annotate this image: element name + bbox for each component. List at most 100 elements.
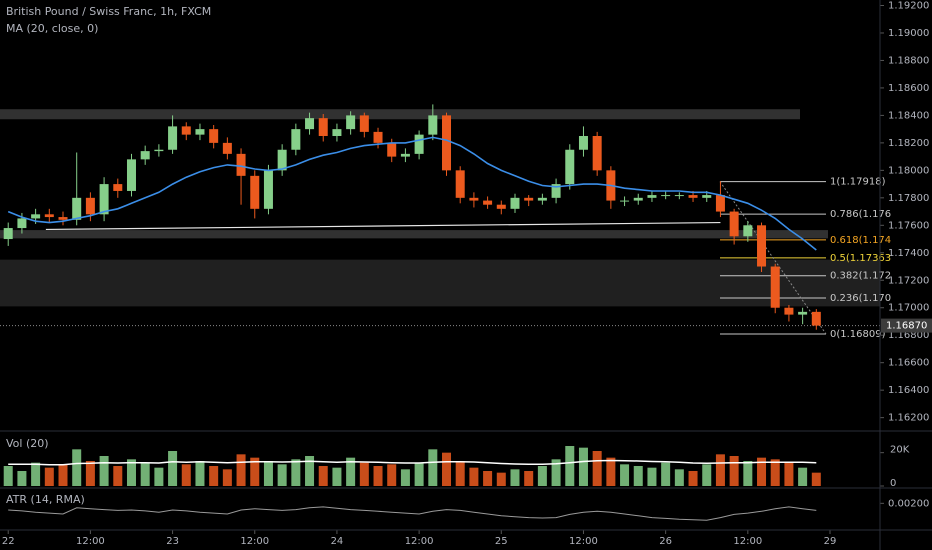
volume-bar: [757, 457, 767, 486]
candle-body: [154, 149, 164, 152]
volume-bar: [373, 466, 383, 486]
candle-body: [126, 159, 136, 191]
y-tick-label: 1.16400: [888, 385, 929, 396]
y-tick-label: 1.18400: [888, 110, 929, 121]
chart-title: British Pound / Swiss Franc, 1h, FXCM: [6, 5, 211, 18]
candle-body: [373, 131, 383, 143]
volume-bar: [702, 464, 712, 486]
candle-body: [414, 134, 424, 154]
volume-bar: [414, 462, 424, 486]
candle-body: [715, 195, 725, 212]
volume-bar: [592, 451, 602, 486]
y-tick-label: 1.18200: [888, 138, 929, 149]
volume-bar: [496, 472, 506, 486]
volume-bar: [798, 467, 808, 486]
volume-bar: [277, 464, 287, 486]
candle-body: [688, 195, 698, 198]
volume-bar: [44, 467, 54, 486]
fib-label: 1(1.17918): [830, 177, 886, 188]
candle-body: [318, 118, 328, 137]
candle-body: [428, 115, 438, 135]
x-tick-label: 25: [495, 536, 508, 547]
fib-label: 0.618(1.174: [830, 235, 891, 246]
x-tick-label: 23: [166, 536, 179, 547]
candle-body: [140, 151, 150, 160]
volume-bar: [113, 466, 123, 486]
volume-bar: [332, 467, 342, 486]
volume-bar: [154, 467, 164, 486]
y-tick-label: 1.18600: [888, 83, 929, 94]
candle-body: [181, 126, 191, 135]
zone: [0, 230, 828, 239]
x-tick-label: 12:00: [76, 536, 105, 547]
candle-body: [702, 195, 712, 198]
volume-ma-line: [8, 459, 817, 466]
volume-bar: [442, 452, 452, 486]
candle-body: [209, 129, 219, 143]
candle-body: [346, 115, 356, 130]
volume-bar: [181, 464, 191, 486]
volume-bar: [140, 462, 150, 486]
volume-bar: [209, 466, 219, 486]
candle-body: [770, 266, 780, 308]
volume-bar: [647, 467, 657, 486]
volume-bar: [3, 466, 13, 486]
candle-body: [565, 149, 575, 185]
fib-label: 0.382(1.172: [830, 271, 891, 282]
volume-bar: [85, 461, 95, 486]
volume-bar: [620, 464, 630, 486]
candle-body: [85, 197, 95, 215]
volume-bar: [510, 469, 520, 486]
candle-body: [811, 311, 821, 326]
trendline: [45, 221, 721, 231]
volume-bar: [346, 457, 356, 486]
y-tick-label: 1.19200: [888, 0, 929, 11]
candle-body: [359, 115, 369, 132]
candle-body: [455, 170, 465, 198]
candle-body: [620, 200, 630, 202]
fib-diagonal: [719, 181, 827, 335]
candle-body: [757, 225, 767, 267]
volume-bar: [811, 472, 821, 486]
volume-bar: [58, 464, 68, 486]
candle-body: [510, 197, 520, 209]
atr-line: [8, 506, 817, 521]
x-tick-label: 12:00: [733, 536, 762, 547]
candle-body: [58, 217, 68, 220]
fib-label: 0.5(1.17363: [830, 253, 891, 264]
y-tick-label: 1.18800: [888, 55, 929, 66]
candle-body: [483, 200, 493, 205]
candle-body: [633, 197, 643, 201]
volume-bar: [291, 459, 301, 486]
volume-bar: [99, 456, 109, 486]
fib-label: 0.236(1.170: [830, 293, 891, 304]
volume-bar: [222, 469, 232, 486]
candle-body: [236, 153, 246, 176]
volume-bar: [483, 471, 493, 486]
y-tick-label: 1.16200: [888, 413, 929, 424]
volume-bar: [565, 446, 575, 486]
y-tick-label: 1.16800: [888, 330, 929, 341]
volume-bar: [633, 466, 643, 486]
candle-body: [44, 214, 54, 218]
y-tick-label: 1.17000: [888, 303, 929, 314]
volume-bar: [469, 467, 479, 486]
volume-bar: [126, 459, 136, 486]
candle-body: [661, 195, 671, 197]
volume-bar: [428, 449, 438, 486]
x-tick-label: 12:00: [240, 536, 269, 547]
x-tick-label: 12:00: [405, 536, 434, 547]
candle-body: [578, 136, 588, 150]
candle-body: [332, 129, 342, 137]
x-tick-label: 24: [331, 536, 344, 547]
zone: [0, 259, 880, 307]
volume-bar: [250, 457, 260, 486]
x-tick-label: 22: [2, 536, 15, 547]
candle-body: [400, 153, 410, 157]
candle-body: [72, 197, 82, 220]
candle-body: [387, 142, 397, 157]
candle-body: [537, 197, 547, 201]
ma-line: [7, 136, 817, 251]
volume-label: Vol (20): [6, 437, 49, 450]
